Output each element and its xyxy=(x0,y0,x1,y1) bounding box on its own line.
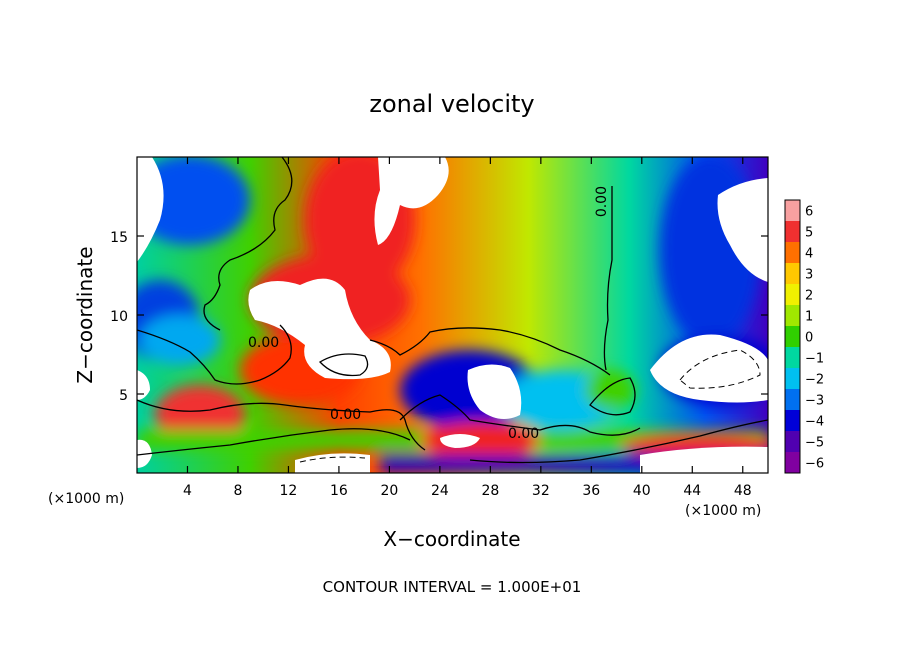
contour-label: 0.00 xyxy=(594,186,610,217)
x-tick-label: 44 xyxy=(683,483,701,499)
x-unit-left: (×1000 m) xyxy=(48,491,124,507)
x-tick-label: 36 xyxy=(582,483,600,499)
colorbar-swatch xyxy=(785,200,800,222)
colorbar-frame xyxy=(784,199,801,474)
x-tick-label: 32 xyxy=(532,483,550,499)
colorbar-tick-label: 0 xyxy=(805,331,813,346)
colorbar-tick-label: −6 xyxy=(805,457,824,472)
x-axis-ticks: 4 8 12 16 20 24 28 32 36 40 44 48 xyxy=(183,157,752,499)
colorbar-swatch xyxy=(785,263,800,285)
colorbar-tick-label: 1 xyxy=(805,310,813,325)
x-tick-label: 12 xyxy=(280,483,298,499)
colorbar-swatch xyxy=(785,305,800,327)
colorbar-swatch xyxy=(785,326,800,348)
x-unit-right: (×1000 m) xyxy=(685,503,761,519)
colorbar-tick-label: −2 xyxy=(805,373,824,388)
contour-lines xyxy=(137,157,768,464)
colorbar-swatch xyxy=(785,242,800,264)
chart-title: zonal velocity xyxy=(369,90,534,118)
colorbar-swatch xyxy=(785,389,800,411)
x-tick-label: 28 xyxy=(481,483,499,499)
y-tick-label: 15 xyxy=(110,230,128,246)
x-tick-label: 48 xyxy=(734,483,752,499)
colorbar-tick-label: 5 xyxy=(805,226,813,241)
contour-interval-note: CONTOUR INTERVAL = 1.000E+01 xyxy=(323,578,582,596)
colorbar-tick-label: 6 xyxy=(805,205,813,220)
colorbar-tick-label: 3 xyxy=(805,268,813,283)
x-tick-label: 8 xyxy=(233,483,242,499)
colorbar-tick-label: −3 xyxy=(805,394,824,409)
contour-label: 0.00 xyxy=(248,335,279,351)
x-tick-label: 20 xyxy=(380,483,398,499)
contour-label: 0.00 xyxy=(330,407,361,423)
y-axis-ticks: 5 10 15 xyxy=(110,230,768,404)
colorbar-swatch xyxy=(785,284,800,306)
x-tick-label: 24 xyxy=(431,483,449,499)
colorbar: 6 5 4 3 2 1 0 −1 −2 −3 −4 −5 −6 xyxy=(784,199,824,474)
colorbar-swatch xyxy=(785,221,800,243)
colorbar-tick-label: −4 xyxy=(805,415,824,430)
colorbar-swatch xyxy=(785,347,800,369)
colorbar-swatch xyxy=(785,452,800,474)
x-axis-title: X−coordinate xyxy=(383,527,520,551)
x-tick-label: 4 xyxy=(183,483,192,499)
y-axis-title: Z−coordinate xyxy=(73,246,97,383)
colorbar-tick-label: 4 xyxy=(805,247,813,262)
colorbar-swatch xyxy=(785,368,800,390)
x-tick-label: 16 xyxy=(330,483,348,499)
colorbar-tick-label: −1 xyxy=(805,352,824,367)
colorbar-swatch xyxy=(785,431,800,453)
colorbar-tick-label: 2 xyxy=(805,289,813,304)
y-tick-label: 10 xyxy=(110,309,128,325)
colorbar-tick-label: −5 xyxy=(805,436,824,451)
colorbar-swatch xyxy=(785,410,800,432)
heatmap-field xyxy=(137,157,768,473)
y-tick-label: 5 xyxy=(119,388,128,404)
x-tick-label: 40 xyxy=(633,483,651,499)
contour-label: 0.00 xyxy=(508,426,539,442)
